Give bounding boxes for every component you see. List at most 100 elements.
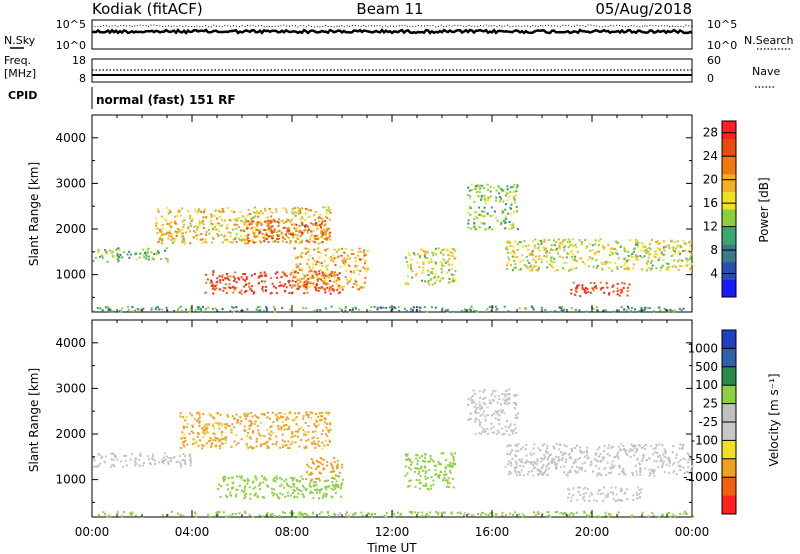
- velocity-cell: [111, 463, 114, 466]
- velocity-cell: [632, 494, 635, 497]
- velocity-cell: [515, 403, 518, 406]
- velocity-cell: [197, 418, 200, 421]
- velocity-cell: [270, 514, 273, 517]
- power-cell: [643, 249, 646, 252]
- power-cell: [217, 310, 220, 313]
- velocity-cell: [431, 458, 434, 461]
- power-cell: [215, 281, 218, 284]
- power-cell: [155, 306, 158, 309]
- velocity-cell: [541, 444, 544, 447]
- velocity-cell: [164, 452, 166, 455]
- velocity-cell: [254, 493, 257, 496]
- power-cell: [397, 306, 400, 308]
- velocity-cell: [673, 462, 676, 465]
- power-cell: [277, 221, 280, 224]
- power-cell: [334, 263, 337, 266]
- velocity-cell: [603, 486, 605, 489]
- power-cell: [671, 254, 674, 257]
- velocity-cell: [216, 412, 219, 415]
- power-cell: [598, 239, 601, 242]
- power-cell: [289, 284, 292, 287]
- velocity-cell: [686, 471, 689, 473]
- velocity-cell: [447, 477, 450, 480]
- velocity-cell: [639, 471, 642, 473]
- velocity-cell: [316, 491, 318, 494]
- power-cell: [299, 210, 302, 213]
- velocity-cell: [302, 429, 305, 432]
- power-cell: [546, 254, 549, 257]
- power-cell: [146, 250, 149, 253]
- velocity-cell: [654, 451, 657, 454]
- power-cell: [324, 274, 327, 277]
- velocity-cell: [596, 472, 599, 475]
- velocity-cell: [337, 483, 339, 486]
- velocity-cell: [428, 460, 431, 463]
- velocity-cell: [438, 476, 441, 479]
- power-cell: [321, 265, 324, 268]
- velocity-cell: [173, 456, 176, 458]
- power-cell: [276, 276, 279, 279]
- velocity-cell: [555, 467, 558, 470]
- power-cell: [260, 212, 263, 215]
- power-cell: [620, 266, 623, 269]
- velocity-cell: [473, 392, 476, 395]
- velocity-cell: [298, 515, 301, 518]
- velocity-cell: [568, 493, 571, 495]
- velocity-cell: [325, 480, 328, 483]
- velocity-cell: [479, 423, 481, 426]
- velocity-cell: [513, 394, 516, 397]
- velocity-cell: [442, 479, 445, 482]
- velocity-cell: [621, 499, 624, 502]
- velocity-cell: [112, 452, 115, 455]
- velocity-cell: [481, 511, 484, 514]
- power-cell: [102, 256, 104, 259]
- power-cell: [344, 309, 347, 312]
- velocity-cell: [250, 411, 253, 414]
- velocity-cell: [339, 486, 342, 489]
- velocity-cell: [184, 455, 187, 457]
- velocity-cell: [451, 466, 453, 468]
- velocity-cell: [632, 499, 635, 502]
- velocity-cell: [475, 412, 478, 415]
- power-cell: [642, 310, 645, 312]
- power-cell: [142, 248, 145, 251]
- power-cell: [288, 232, 291, 234]
- power-cell: [337, 255, 340, 258]
- velocity-cell: [287, 417, 290, 420]
- power-cell: [537, 247, 540, 250]
- velocity-cell: [328, 430, 331, 433]
- velocity-cell: [290, 494, 292, 497]
- velocity-cell: [283, 480, 286, 483]
- time-tick-label: 12:00: [375, 525, 410, 539]
- velocity-cell: [560, 459, 563, 461]
- power-cell: [338, 307, 341, 310]
- power-cell: [516, 243, 519, 246]
- power-cell: [354, 265, 357, 268]
- velocity-cell: [419, 487, 421, 490]
- power-cell: [235, 223, 238, 226]
- power-cell: [476, 310, 479, 313]
- velocity-cell: [270, 430, 273, 433]
- velocity-cell: [249, 425, 252, 428]
- power-cell: [160, 215, 163, 218]
- power-cell: [94, 256, 97, 259]
- velocity-cell: [316, 477, 319, 480]
- power-cell: [625, 268, 628, 271]
- power-cell: [647, 253, 650, 256]
- velocity-cell: [679, 465, 682, 468]
- power-cell: [570, 292, 573, 295]
- velocity-cell: [322, 468, 325, 471]
- velocity-cell: [335, 480, 338, 483]
- velocity-cell: [509, 451, 512, 454]
- power-cell: [427, 269, 430, 272]
- power-cell: [490, 310, 493, 313]
- velocity-cell: [568, 453, 571, 456]
- velocity-cell: [275, 413, 278, 416]
- power-cell: [272, 231, 275, 233]
- power-cell: [316, 286, 319, 289]
- velocity-cell: [249, 514, 252, 517]
- power-cell: [305, 252, 307, 255]
- power-cell: [643, 255, 646, 258]
- velocity-cell: [261, 413, 263, 416]
- velocity-cell: [420, 465, 423, 468]
